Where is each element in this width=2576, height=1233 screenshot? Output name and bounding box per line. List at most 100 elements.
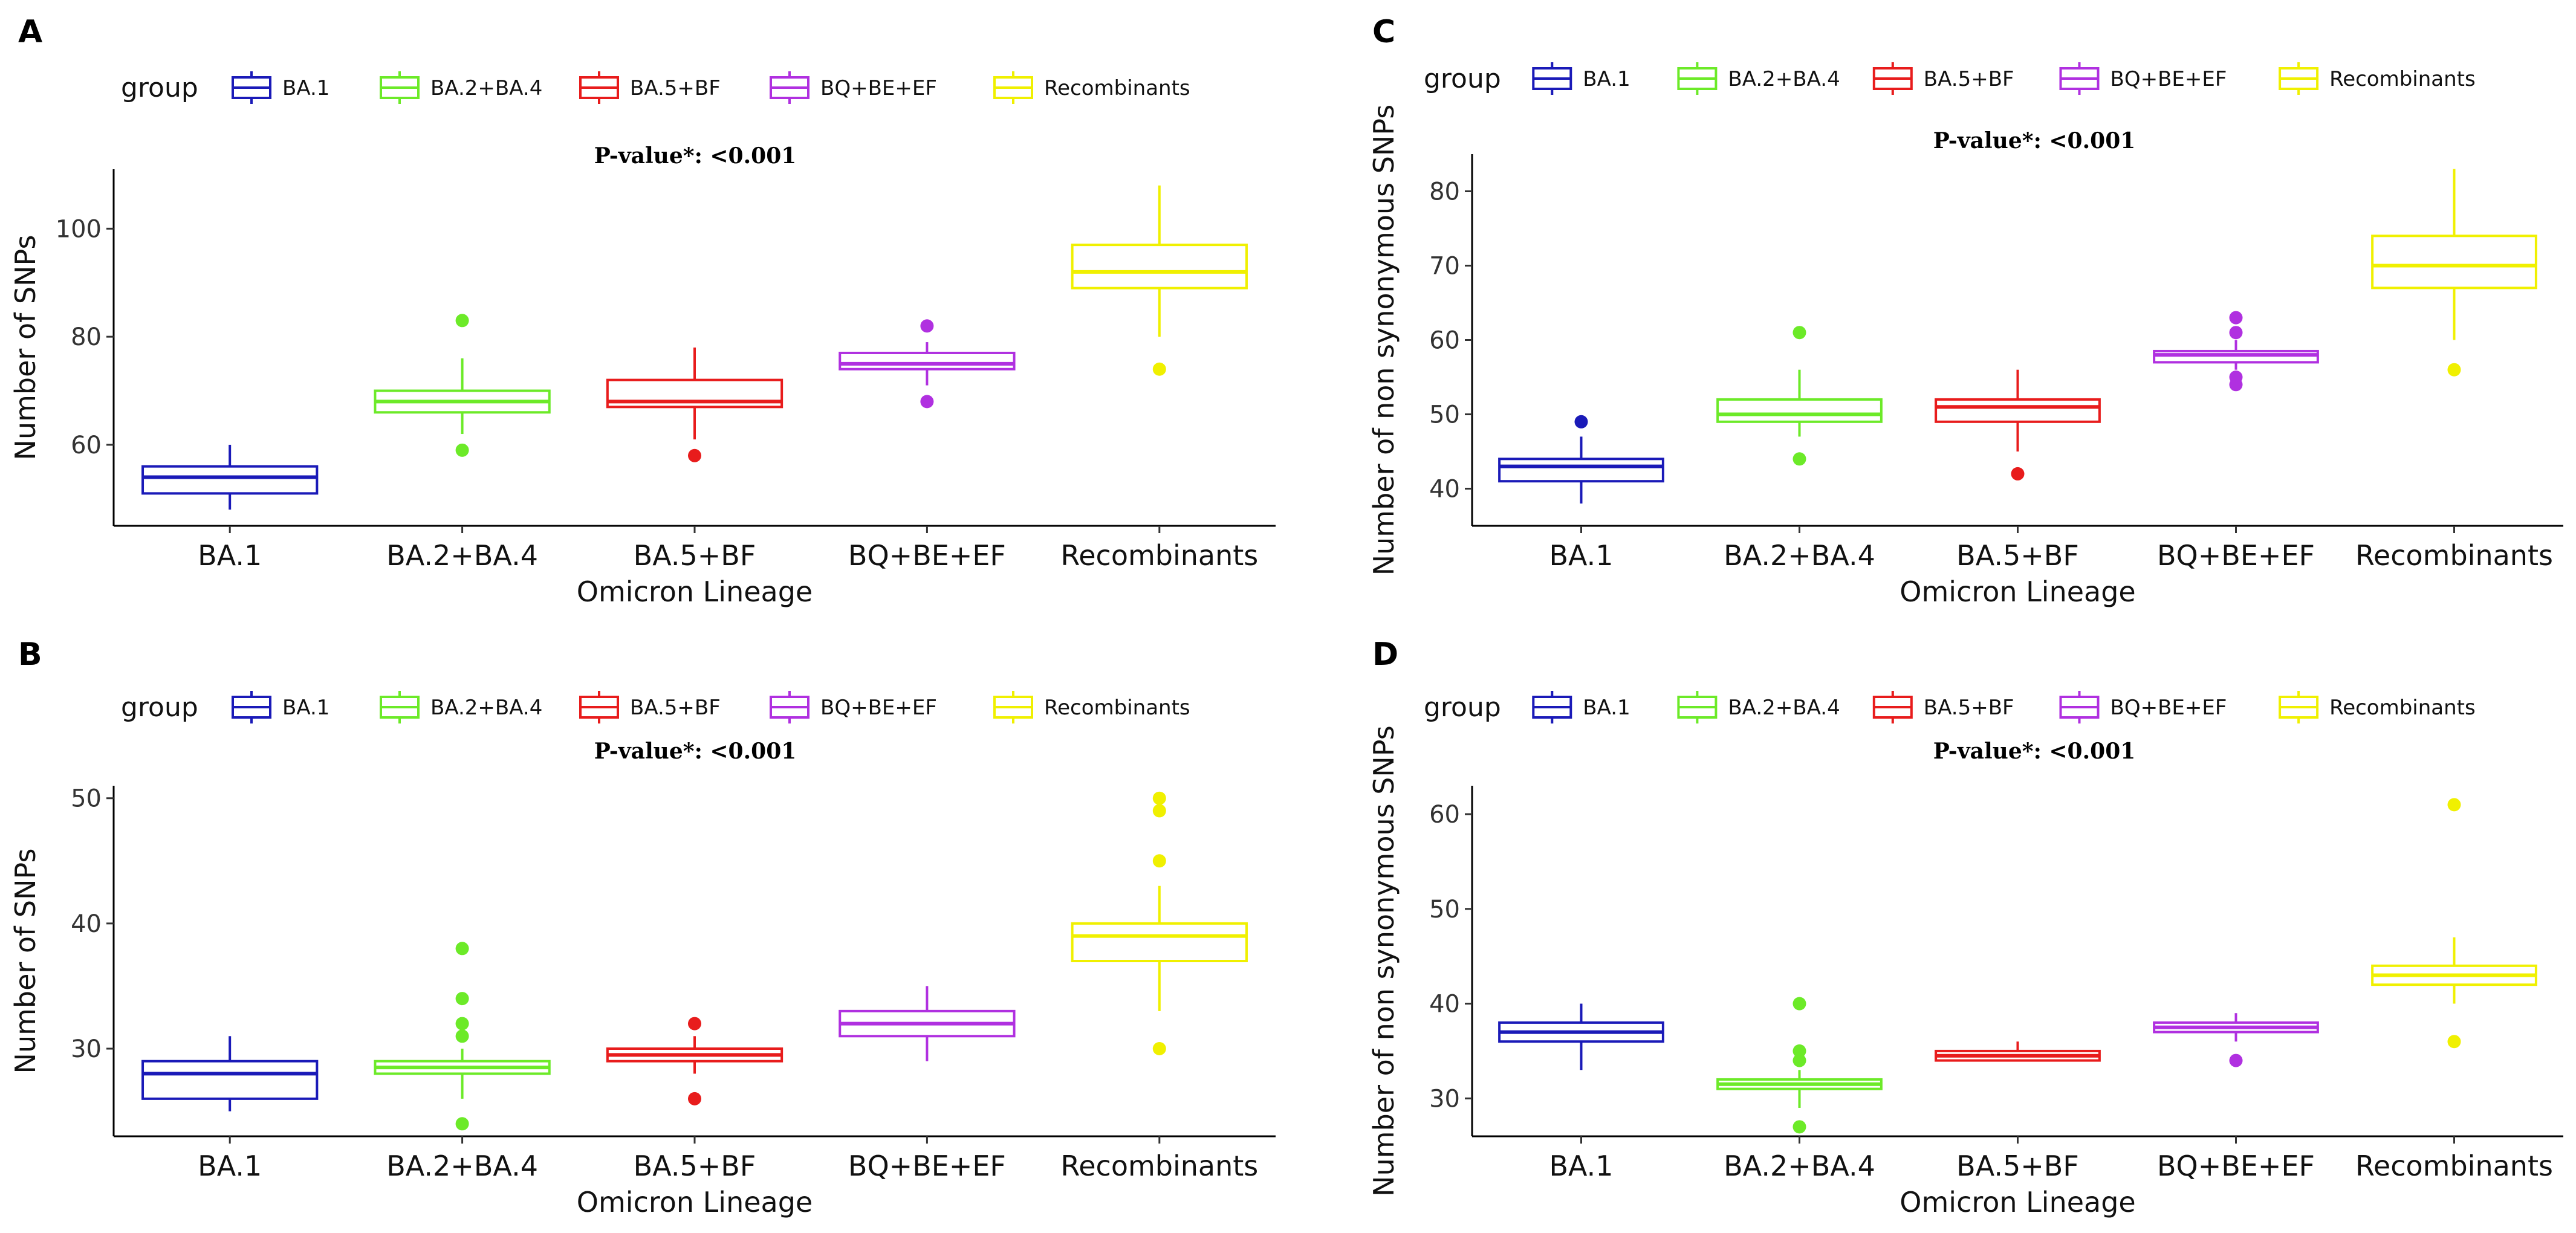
outlier-point — [920, 395, 934, 409]
outlier-point — [1574, 415, 1588, 429]
outlier-point — [2447, 1035, 2461, 1049]
y-tick-label: 80 — [1429, 178, 1460, 206]
box-ba-1 — [1498, 415, 1664, 504]
legend: group BA.1 BA.2+BA.4 BA.5+BF BQ+BE+EF Recombi… — [121, 691, 1190, 723]
p-value-title: P-value*: <0.001 — [594, 739, 797, 764]
box-iqr — [141, 465, 319, 495]
outlier-point — [455, 1117, 469, 1131]
box-ba-1 — [1498, 1003, 1664, 1070]
x-tick-label: Recombinants — [2355, 539, 2553, 572]
box-bq-be-ef — [2153, 311, 2319, 392]
y-axis-title: Number of non synonymous SNPs — [1367, 725, 1400, 1197]
legend-key-ba-2-ba-4-label: BA.2+BA.4 — [430, 696, 542, 720]
outlier-point — [688, 448, 701, 462]
legend-key-ba-5-bf-label: BA.5+BF — [630, 696, 721, 720]
y-axis-title: Number of SNPs — [9, 849, 42, 1074]
legend-key-recombinants-label: Recombinants — [2329, 696, 2476, 720]
y-tick-label: 70 — [1429, 253, 1460, 280]
box-bq-be-ef — [2153, 1013, 2319, 1067]
legend-title: group — [1424, 63, 1501, 94]
x-tick-label: BA.2+BA.4 — [1724, 1150, 1875, 1182]
outlier-point — [455, 1029, 469, 1043]
y-axis-title: Number of SNPs — [9, 235, 42, 461]
box-ba-5-bf — [1935, 1041, 2101, 1062]
outlier-point — [688, 1017, 701, 1031]
outlier-point — [1792, 1044, 1806, 1058]
panel-label: D — [1372, 636, 1398, 673]
legend-key-ba-2-ba-4-label: BA.2+BA.4 — [1728, 696, 1840, 720]
legend: group BA.1 BA.2+BA.4 BA.5+BF BQ+BE+EF Recombi… — [1424, 691, 2476, 723]
box-bq-be-ef — [839, 319, 1016, 409]
outlier-point — [455, 443, 469, 457]
panel-label: C — [1372, 14, 1395, 50]
box-ba-1 — [141, 1036, 319, 1112]
x-tick-label: BA.1 — [198, 1150, 262, 1182]
outlier-point — [1152, 362, 1166, 376]
panel-label: A — [18, 14, 42, 50]
y-tick-label: 80 — [71, 323, 102, 351]
outlier-point — [920, 319, 934, 333]
outlier-point — [1152, 791, 1166, 805]
box-ba-5-bf — [1935, 369, 2101, 481]
outlier-point — [2447, 798, 2461, 812]
x-tick-label: BA.2+BA.4 — [1724, 539, 1875, 572]
outlier-point — [1792, 452, 1806, 466]
outlier-point — [2447, 363, 2461, 377]
legend-key-ba-1-label: BA.1 — [282, 76, 329, 100]
x-tick-label: BA.5+BF — [1956, 1150, 2079, 1182]
outlier-point — [2229, 326, 2243, 340]
box-ba-2-ba-4 — [1716, 326, 1883, 466]
x-tick-label: BQ+BE+EF — [2157, 1150, 2315, 1182]
legend-title: group — [121, 73, 198, 103]
legend-key-ba-1-label: BA.1 — [282, 696, 329, 720]
box-iqr — [839, 351, 1016, 371]
p-value-title: P-value*: <0.001 — [594, 143, 797, 169]
outlier-point — [688, 1092, 701, 1105]
box-iqr — [1071, 922, 1248, 963]
y-axis-title: Number of non synonymous SNPs — [1367, 105, 1400, 576]
y-tick-label: 100 — [56, 215, 102, 243]
legend: group BA.1 BA.2+BA.4 BA.5+BF BQ+BE+EF Recombi… — [1424, 62, 2476, 95]
box-ba-5-bf — [606, 348, 784, 462]
legend-key-ba-5-bf-label: BA.5+BF — [1924, 696, 2014, 720]
x-axis-title: Omicron Lineage — [1900, 575, 2135, 608]
p-value-title: P-value*: <0.001 — [1933, 128, 2136, 154]
panel-label: B — [18, 636, 42, 673]
y-tick-label: 50 — [71, 785, 102, 813]
legend-key-bq-be-ef-label: BQ+BE+EF — [820, 696, 937, 720]
outlier-point — [1792, 1053, 1806, 1067]
legend-key-ba-2-ba-4-label: BA.2+BA.4 — [1728, 67, 1840, 91]
legend-key-ba-5-bf-label: BA.5+BF — [630, 76, 721, 100]
x-tick-label: Recombinants — [1060, 539, 1258, 572]
x-tick-label: Recombinants — [2355, 1150, 2553, 1182]
x-tick-label: BQ+BE+EF — [848, 539, 1006, 572]
box-recombinants — [1071, 185, 1248, 376]
legend-key-bq-be-ef-label: BQ+BE+EF — [2110, 67, 2227, 91]
outlier-point — [455, 314, 469, 328]
x-tick-label: BA.1 — [1549, 1150, 1613, 1182]
outlier-point — [2229, 311, 2243, 325]
outlier-point — [1792, 326, 1806, 340]
y-tick-label: 50 — [1429, 401, 1460, 429]
box-ba-2-ba-4 — [1716, 997, 1883, 1134]
y-tick-label: 60 — [1429, 327, 1460, 355]
box-recombinants — [1071, 791, 1248, 1055]
x-tick-label: BA.1 — [1549, 539, 1613, 572]
box-ba-1 — [141, 444, 319, 510]
box-ba-2-ba-4 — [374, 942, 551, 1131]
p-value-title: P-value*: <0.001 — [1933, 739, 2136, 764]
legend-key-recombinants-label: Recombinants — [1044, 696, 1190, 720]
box-ba-2-ba-4 — [374, 314, 551, 457]
legend-key-bq-be-ef-label: BQ+BE+EF — [2110, 696, 2227, 720]
legend-key-ba-1-label: BA.1 — [1583, 696, 1630, 720]
x-tick-label: BA.2+BA.4 — [386, 539, 538, 572]
x-tick-label: BQ+BE+EF — [2157, 539, 2315, 572]
legend: group BA.1 BA.2+BA.4 BA.5+BF BQ+BE+EF Recombi… — [121, 71, 1190, 104]
box-recombinants — [2371, 798, 2537, 1049]
x-tick-label: BA.5+BF — [634, 539, 756, 572]
box-iqr — [2153, 349, 2319, 364]
